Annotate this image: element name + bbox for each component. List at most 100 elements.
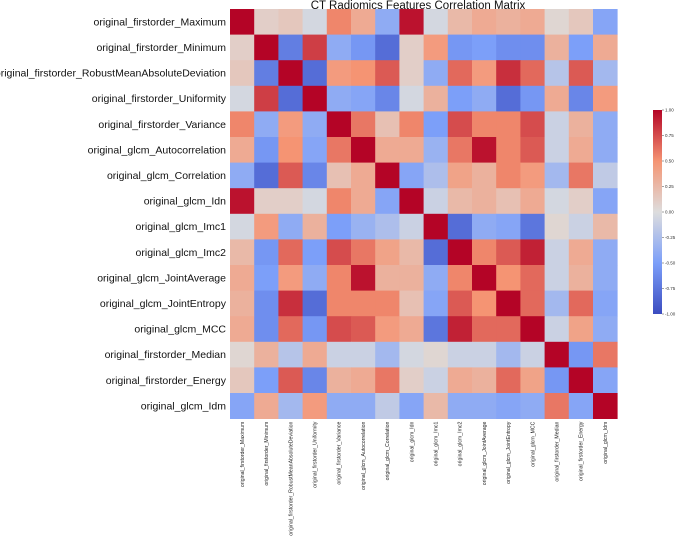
heatmap-cell [375,188,400,215]
heatmap-cell [375,34,400,61]
heatmap-cell [399,239,424,266]
heatmap-cell [302,316,328,343]
heatmap-cell [302,341,328,368]
heatmap-cell [568,290,594,317]
heatmap-cell [230,85,255,112]
heatmap-cell [447,213,473,240]
heatmap-cell [447,85,473,112]
row-labels: original_firstorder_Maximum original_firs… [0,16,227,412]
heatmap-cell [254,213,279,240]
heatmap-cell [326,9,352,35]
heatmap-cell [568,111,594,138]
heatmap-cell [568,9,594,35]
colorbar-ticks: 1.00 0.75 0.50 0.25 0.00 -0.25 -0.50 -0.75 -1.00 [662,108,676,317]
heatmap-cell [278,316,303,343]
heatmap-cell [423,239,449,266]
heatmap-cell [254,341,279,368]
heatmap-cell [568,341,594,368]
heatmap-cell [568,265,594,291]
heatmap-cell [351,137,376,163]
heatmap-cell [423,111,449,138]
heatmap-cell [496,162,521,189]
heatmap-cell [278,213,303,240]
heatmap-cell [375,341,400,368]
heatmap-cell [496,137,521,163]
heatmap-cell [568,393,594,419]
heatmap-cell [568,213,594,240]
heatmap-cell [326,367,352,394]
heatmap-cell [593,9,618,35]
heatmap-cell [302,162,328,189]
heatmap-cell [544,290,570,317]
colorbar-tick-label: 1.00 [665,108,674,113]
heatmap-cell [399,162,424,189]
row-label: original_glcm_Autocorrelation [88,144,226,156]
heatmap-cell [230,188,255,215]
row-label: original_glcm_Idn [144,196,226,208]
heatmap-cell [593,34,618,61]
column-label: original_firstorder_Median [555,421,561,481]
heatmap-cell [278,393,303,419]
heatmap-cell [278,239,303,266]
heatmap-cell [399,213,424,240]
heatmap-cell [254,111,279,138]
row-label: original_glcm_Imc1 [136,221,227,233]
heatmap-cell [278,85,303,112]
heatmap-cell [447,34,473,61]
heatmap-cell [351,367,376,394]
heatmap-cell [278,265,303,291]
heatmap-cell [351,239,376,266]
column-label: original_glcm_JointAverage [482,421,488,485]
heatmap-cell [496,60,521,87]
heatmap-cell [230,34,255,61]
heatmap-cell [375,162,400,189]
row-label: original_glcm_Correlation [107,170,226,182]
heatmap-cell [399,290,424,317]
heatmap-cell [254,290,279,317]
colorbar-tick-label: -0.25 [665,235,676,240]
heatmap-cell [593,367,618,394]
heatmap-cell [593,162,618,189]
heatmap-cell [447,111,473,138]
row-label: original_glcm_JointAverage [97,272,226,284]
heatmap-cell [375,213,400,240]
heatmap-cell [351,341,376,368]
heatmap-cell [230,9,255,35]
heatmap-cell [544,9,570,35]
heatmap-cell [423,85,449,112]
heatmap-cell [399,9,424,35]
row-label: original_glcm_Imc2 [136,247,227,259]
heatmap-cell [423,137,449,163]
heatmap-cell [351,111,376,138]
heatmap-cell [254,316,279,343]
heatmap-cell [544,341,570,368]
heatmap-cell [302,265,328,291]
heatmap-cell [568,162,594,189]
heatmap-cell [326,213,352,240]
heatmap-cell [375,367,400,394]
heatmap-cell [423,34,449,61]
heatmap-cell [399,316,424,343]
heatmap-cell [326,239,352,266]
column-label: original_firstorder_Energy [579,421,585,481]
heatmap-cell [496,393,521,419]
colorbar-tick-label: 0.25 [665,184,674,189]
heatmap-cell [351,290,376,317]
heatmap-cell [230,60,255,87]
heatmap-cell [447,137,473,163]
heatmap-cell [375,111,400,138]
heatmap-cell [423,265,449,291]
heatmap-cell [568,85,594,112]
heatmap-cell [399,188,424,215]
heatmap-cell [326,265,352,291]
heatmap-cell [423,290,449,317]
heatmap-cell [496,9,521,35]
heatmap-cell [278,341,303,368]
heatmap-cells [230,9,618,419]
heatmap-cell [423,188,449,215]
heatmap-cell [520,60,545,87]
heatmap-cell [399,60,424,87]
heatmap-cell [496,111,521,138]
heatmap-cell [544,111,570,138]
heatmap-cell [472,290,497,317]
